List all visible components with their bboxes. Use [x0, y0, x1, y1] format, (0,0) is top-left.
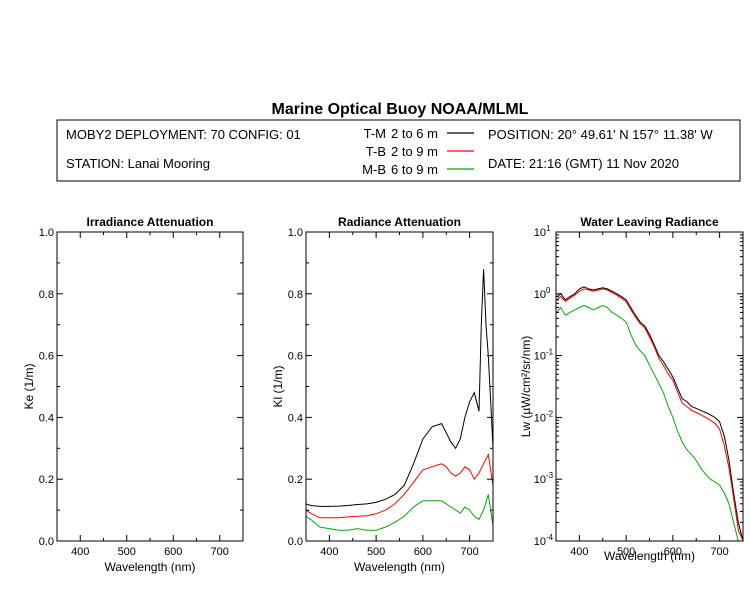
y-tick-label: 1.0: [39, 227, 54, 239]
y-tick-label: 0.2: [288, 474, 303, 486]
y-tick-exponent: 0: [546, 286, 551, 295]
y-tick-label: 0.4: [39, 412, 54, 424]
y-tick-exponent: 1: [546, 224, 551, 233]
plot-frame: [56, 231, 244, 542]
y-tick-exponent: -2: [546, 409, 554, 418]
x-axis-label: Wavelength (nm): [604, 549, 695, 563]
legend-code-tm: T-M: [364, 126, 386, 141]
y-tick-label: 10: [534, 412, 546, 424]
series-m-b-line: [306, 494, 493, 531]
legend-range-tm: 2 to 6 m: [391, 126, 438, 141]
x-tick-label: 400: [71, 546, 89, 558]
y-axis-label: Ke (1/m): [22, 363, 36, 409]
y-tick-label: 0.8: [39, 289, 54, 301]
panel-title: Water Leaving Radiance: [580, 215, 719, 229]
y-tick-label: 10: [534, 289, 546, 301]
chart-lw: Water Leaving Radiance 400 500 600 700 Wavele…: [519, 215, 744, 563]
y-tick-label: 0.6: [39, 351, 54, 363]
y-tick-label: 0.4: [288, 412, 303, 424]
legend-range-tb: 2 to 9 m: [391, 144, 438, 159]
panel-title: Radiance Attenuation: [338, 215, 461, 229]
header-box: [56, 119, 741, 182]
x-tick-label: 400: [570, 546, 588, 558]
main-title: Marine Optical Buoy NOAA/MLML: [272, 101, 529, 118]
series-t-b-line: [306, 452, 493, 519]
y-axis-label: Lw (µW/cm²/sr/nm): [519, 336, 533, 438]
x-tick-label: 500: [118, 546, 136, 558]
panel-title: Irradiance Attenuation: [87, 215, 214, 229]
legend-code-mb: M-B: [362, 162, 386, 177]
x-tick-label: 600: [414, 546, 432, 558]
y-tick-label: 10: [534, 536, 546, 548]
legend: T-M 2 to 6 m T-B 2 to 9 m M-B 6 to 9 m: [362, 126, 474, 177]
y-tick-label: 10: [534, 227, 546, 239]
date-label: DATE: 21:16 (GMT) 11 Nov 2020: [488, 156, 679, 171]
y-axis-label: Kl (1/m): [271, 365, 285, 407]
deployment-label: MOBY2 DEPLOYMENT: 70 CONFIG: 01: [66, 127, 301, 142]
y-tick-exponent: -3: [546, 471, 554, 480]
x-axis-label: Wavelength (nm): [105, 560, 196, 574]
legend-range-mb: 6 to 9 m: [391, 162, 438, 177]
x-axis-label: Wavelength (nm): [354, 560, 445, 574]
y-tick-label: 10: [534, 351, 546, 363]
legend-code-tb: T-B: [366, 144, 386, 159]
station-label: STATION: Lanai Mooring: [66, 156, 210, 171]
x-tick-label: 500: [367, 546, 385, 558]
y-tick-label: 0.0: [39, 536, 54, 548]
plot-frame: [555, 231, 744, 542]
series-t-b-line: [556, 288, 743, 541]
x-tick-label: 700: [211, 546, 229, 558]
x-tick-label: 600: [164, 546, 182, 558]
series-t-m-line: [556, 286, 743, 541]
chart-radiance: Radiance Attenuation 400 500 600 700 Waveleng…: [271, 215, 494, 574]
chart-irradiance: Irradiance Attenuation 400 500 600 700 Wavele…: [22, 215, 244, 574]
series-t-m-line: [306, 269, 493, 507]
x-tick-label: 500: [617, 546, 635, 558]
position-label: POSITION: 20° 49.61' N 157° 11.38' W: [488, 127, 713, 142]
y-tick-label: 1.0: [288, 227, 303, 239]
x-tick-label: 700: [460, 546, 478, 558]
x-tick-label: 400: [320, 546, 338, 558]
plot-frame: [305, 231, 494, 542]
y-tick-exponent: -4: [546, 533, 554, 542]
y-tick-label: 0.6: [288, 351, 303, 363]
y-tick-label: 0.2: [39, 474, 54, 486]
x-tick-label: 700: [710, 546, 728, 558]
x-tick-label: 600: [664, 546, 682, 558]
series-m-b-line: [556, 304, 743, 541]
y-tick-exponent: -1: [546, 348, 554, 357]
y-tick-label: 0.0: [288, 536, 303, 548]
y-tick-label: 10: [534, 474, 546, 486]
y-tick-label: 0.8: [288, 289, 303, 301]
